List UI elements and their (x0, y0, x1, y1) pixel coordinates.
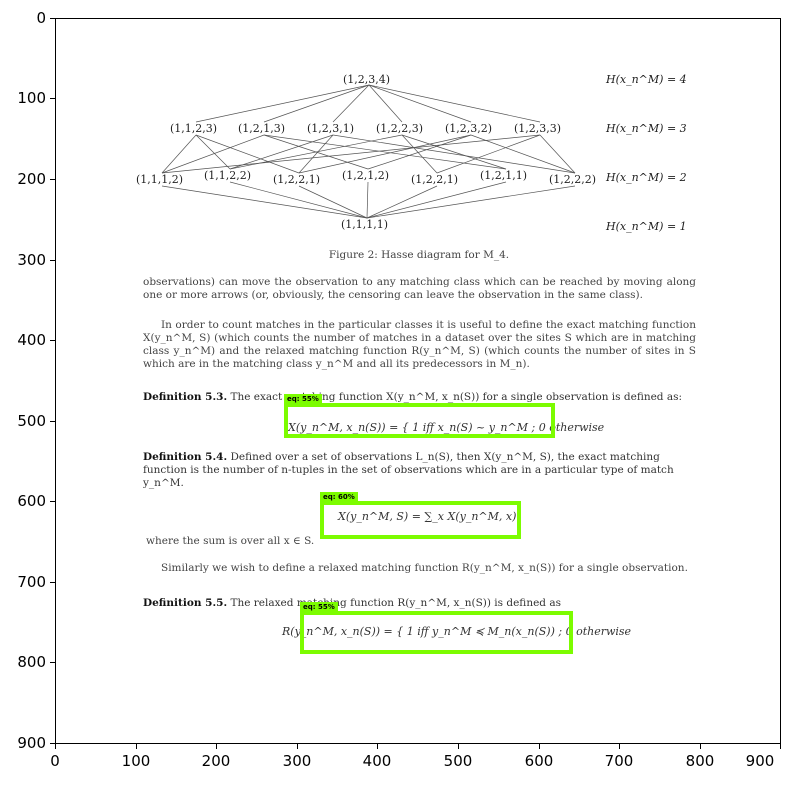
hasse-edge (436, 134, 541, 174)
hasse-edge (366, 185, 576, 219)
y-tick: 0 (36, 9, 46, 27)
hasse-edge (229, 181, 368, 219)
x-tick: 400 (362, 752, 392, 770)
hasse-edge (195, 84, 370, 123)
document-page: (1,2,3,4) (1,1,2,3) (1,2,1,3) (1,2,3,1) … (56, 19, 780, 743)
hasse-edge (366, 181, 507, 219)
x-tick: 900 (745, 752, 775, 770)
hasse-edge (368, 84, 541, 123)
definition-title: Definition 5.5. (143, 597, 228, 609)
hasse-edge (263, 84, 370, 123)
node-row3: (1,2,2,3) (376, 122, 424, 135)
definition-title: Definition 5.3. (143, 391, 228, 403)
equation-3: R(y_n^M, x_n(S)) = { 1 iff y_n^M ≼ M_n(x… (282, 625, 632, 638)
node-row2: (1,2,1,2) (342, 169, 390, 182)
hasse-edge (539, 134, 576, 174)
paragraph: where the sum is over all x ∈ S. (146, 535, 315, 547)
node-row3: (1,2,1,3) (238, 122, 286, 135)
definition-body: The relaxed matching function R(y_n^M, x… (230, 597, 561, 609)
hasse-edge (195, 134, 300, 174)
hasse-edge (332, 84, 370, 123)
detection-box (284, 403, 555, 438)
hasse-edge (229, 134, 334, 170)
definition-5-3: Definition 5.3. The exact matching funct… (143, 391, 696, 404)
y-tick: 400 (17, 331, 46, 349)
y-tick: 600 (17, 492, 46, 510)
x-tick: 100 (121, 752, 151, 770)
hasse-edge (401, 134, 438, 174)
node-top: (1,2,3,4) (343, 73, 391, 86)
hasse-edge (366, 181, 369, 219)
y-tick: 500 (17, 412, 46, 430)
rank-label: H(x_n^M) = 1 (606, 220, 687, 233)
definition-title: Definition 5.4. (143, 451, 228, 463)
node-row2: (1,2,2,1) (411, 173, 459, 186)
x-tick: 300 (282, 752, 312, 770)
node-bottom: (1,1,1,1) (341, 218, 389, 231)
x-tick: 0 (50, 752, 60, 770)
node-row2: (1,2,1,1) (480, 169, 528, 182)
node-row2: (1,1,1,2) (136, 173, 184, 186)
hasse-edge (298, 134, 472, 174)
x-tick: 800 (685, 752, 715, 770)
detection-label: eq: 60% (320, 492, 358, 502)
hasse-edge (470, 134, 576, 174)
hasse-edge (368, 84, 403, 123)
hasse-edge (401, 134, 507, 170)
node-row3: (1,2,3,3) (514, 122, 562, 135)
definition-body: The exact matching function X(y_n^M, x_n… (230, 391, 683, 403)
y-tick: 700 (17, 573, 46, 591)
paragraph: In order to count matches in the particu… (143, 319, 696, 370)
paragraph: observations) can move the observation t… (143, 276, 696, 301)
detection-box (300, 611, 573, 654)
definition-body: Defined over a set of observations L_n(S… (143, 451, 674, 489)
definition-5-4: Definition 5.4. Defined over a set of ob… (143, 451, 696, 490)
hasse-edge (332, 134, 576, 174)
rank-label: H(x_n^M) = 3 (606, 122, 687, 135)
detection-label: eq: 55% (284, 394, 322, 404)
x-tick: 700 (604, 752, 634, 770)
node-row2: (1,2,2,2) (549, 173, 597, 186)
rank-label: H(x_n^M) = 4 (606, 73, 687, 86)
hasse-edge (161, 134, 265, 174)
hasse-edge (298, 185, 368, 219)
x-tick: 500 (443, 752, 473, 770)
hasse-edge (366, 185, 438, 219)
node-row3: (1,2,3,1) (307, 122, 355, 135)
hasse-edge (195, 134, 231, 170)
detection-label: eq: 55% (300, 602, 338, 612)
hasse-edge (263, 134, 507, 170)
node-row3: (1,2,3,2) (445, 122, 493, 135)
hasse-edge (161, 134, 197, 174)
hasse-edge (298, 134, 334, 174)
hasse-edge (367, 134, 472, 170)
y-tick: 900 (17, 734, 46, 752)
image-frame: (1,2,3,4) (1,1,2,3) (1,2,1,3) (1,2,3,1) … (55, 18, 781, 744)
node-row3: (1,1,2,3) (170, 122, 218, 135)
detection-box (320, 501, 521, 539)
definition-5-5: Definition 5.5. The relaxed matching fun… (143, 597, 696, 610)
node-row2: (1,2,2,1) (273, 173, 321, 186)
paragraph: Similarly we wish to define a relaxed ma… (161, 562, 688, 574)
hasse-edge (161, 134, 541, 174)
hasse-edge (368, 84, 472, 123)
figure-caption: Figure 2: Hasse diagram for M_4. (328, 249, 510, 261)
x-tick: 600 (524, 752, 554, 770)
node-row2: (1,1,2,2) (204, 169, 252, 182)
hasse-edge (161, 185, 368, 219)
y-tick: 300 (17, 251, 46, 269)
y-tick: 800 (17, 653, 46, 671)
rank-label: H(x_n^M) = 2 (606, 171, 687, 184)
x-tick: 200 (201, 752, 231, 770)
equation-1: X(y_n^M, x_n(S)) = { 1 iff x_n(S) ~ y_n^… (288, 421, 605, 434)
equation-2: X(y_n^M, S) = ∑_x X(y_n^M, x) (338, 510, 517, 523)
y-tick: 100 (17, 89, 46, 107)
y-tick: 200 (17, 170, 46, 188)
hasse-diagram-edges (161, 84, 576, 219)
